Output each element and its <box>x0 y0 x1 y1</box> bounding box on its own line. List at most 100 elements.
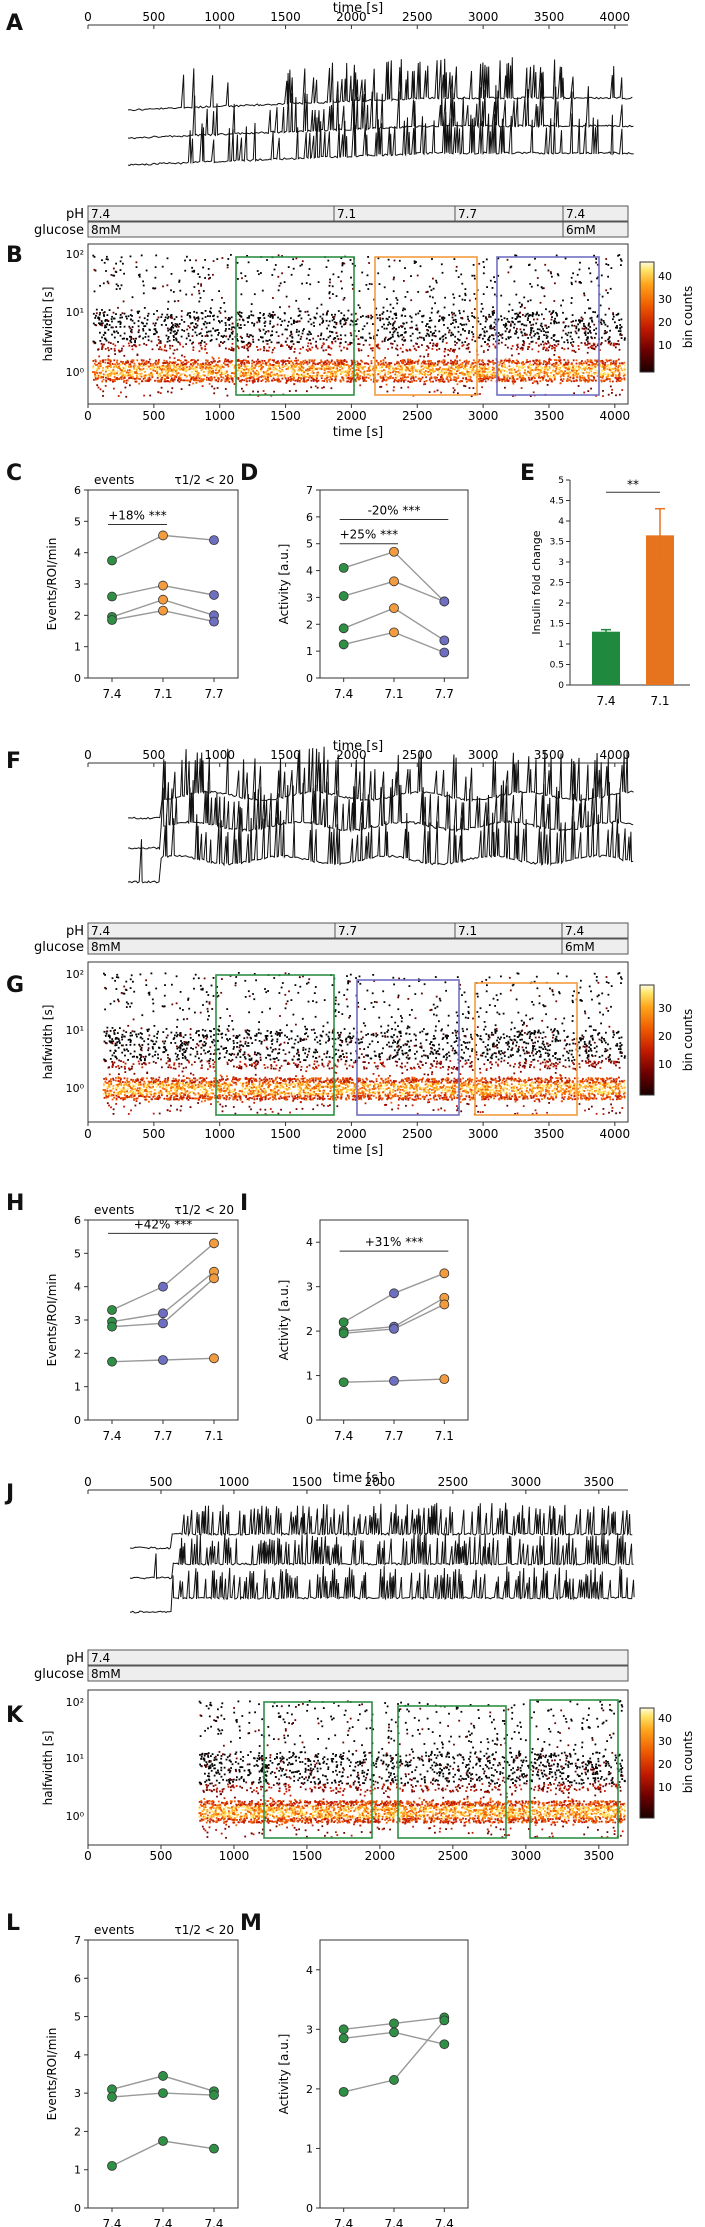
event-point <box>572 368 575 370</box>
event-point <box>334 364 336 367</box>
event-point <box>155 254 158 257</box>
event-point <box>104 359 107 361</box>
event-point <box>572 345 574 348</box>
event-point <box>426 345 429 347</box>
event-point <box>343 364 345 367</box>
event-point <box>207 268 210 270</box>
event-point <box>163 362 166 364</box>
event-point <box>228 328 230 330</box>
event-point <box>543 334 545 336</box>
event-point <box>477 361 479 364</box>
event-point <box>283 281 286 283</box>
event-point <box>211 367 214 370</box>
event-point <box>227 318 229 321</box>
event-point <box>138 275 141 278</box>
event-point <box>228 377 230 380</box>
event-point <box>383 379 385 381</box>
event-point <box>347 372 350 374</box>
event-point <box>447 353 450 356</box>
event-point <box>157 391 160 394</box>
event-point <box>461 298 464 301</box>
event-point <box>543 295 546 298</box>
event-point <box>439 378 442 381</box>
event-point <box>575 332 578 335</box>
event-point <box>243 345 246 348</box>
event-point <box>226 360 228 363</box>
event-point <box>193 325 195 328</box>
event-point <box>265 339 268 342</box>
event-point <box>173 378 176 381</box>
event-point <box>305 370 308 373</box>
event-point <box>340 338 342 341</box>
event-point <box>148 374 151 377</box>
event-point <box>424 383 427 385</box>
event-point <box>358 378 360 381</box>
event-point <box>620 318 623 321</box>
event-point <box>293 359 296 362</box>
event-point <box>511 345 514 347</box>
event-point <box>616 343 619 345</box>
event-point <box>611 392 613 394</box>
event-point <box>609 374 612 376</box>
event-point <box>188 368 191 371</box>
event-point <box>289 360 291 363</box>
event-point <box>153 287 156 290</box>
event-point <box>400 386 403 389</box>
event-point <box>571 363 573 365</box>
event-point <box>96 384 99 387</box>
event-point <box>95 314 97 317</box>
event-point <box>336 370 339 372</box>
event-point <box>516 343 519 346</box>
event-point <box>614 367 617 370</box>
event-point <box>334 340 337 343</box>
event-point <box>464 299 466 301</box>
event-point <box>266 369 269 372</box>
event-point <box>398 374 401 377</box>
event-point <box>428 359 430 362</box>
event-point <box>172 330 175 333</box>
event-point <box>443 317 446 319</box>
event-point <box>417 378 420 380</box>
event-point <box>432 277 434 280</box>
event-point <box>279 380 282 383</box>
event-point <box>509 266 512 269</box>
event-point <box>130 360 132 363</box>
event-point <box>364 362 367 365</box>
event-point <box>236 261 239 264</box>
event-point <box>333 316 336 318</box>
ph-bar-value: 7.7 <box>458 207 477 221</box>
event-point <box>220 376 223 379</box>
event-point <box>606 360 609 362</box>
event-point <box>192 376 195 379</box>
event-point <box>212 260 215 262</box>
event-point <box>120 349 123 352</box>
event-point <box>203 323 206 326</box>
event-point <box>301 282 303 285</box>
event-point <box>504 380 506 383</box>
event-point <box>333 325 335 328</box>
event-point <box>242 340 245 343</box>
event-point <box>293 320 296 322</box>
event-point <box>551 275 553 278</box>
event-point <box>100 371 102 374</box>
event-point <box>282 360 285 363</box>
event-point <box>349 341 352 344</box>
event-point <box>190 363 192 366</box>
event-point <box>287 368 289 370</box>
event-point <box>103 331 106 334</box>
event-point <box>129 371 132 374</box>
event-point <box>618 319 621 321</box>
event-point <box>229 361 232 364</box>
event-point <box>468 374 471 376</box>
event-point <box>454 318 457 321</box>
event-point <box>145 379 147 382</box>
event-point <box>538 328 541 331</box>
event-point <box>349 343 351 346</box>
event-point <box>528 372 531 374</box>
event-point <box>182 345 184 348</box>
event-point <box>123 337 125 340</box>
event-point <box>306 363 309 366</box>
event-point <box>522 379 524 382</box>
event-point <box>312 380 315 382</box>
event-point <box>265 349 268 352</box>
